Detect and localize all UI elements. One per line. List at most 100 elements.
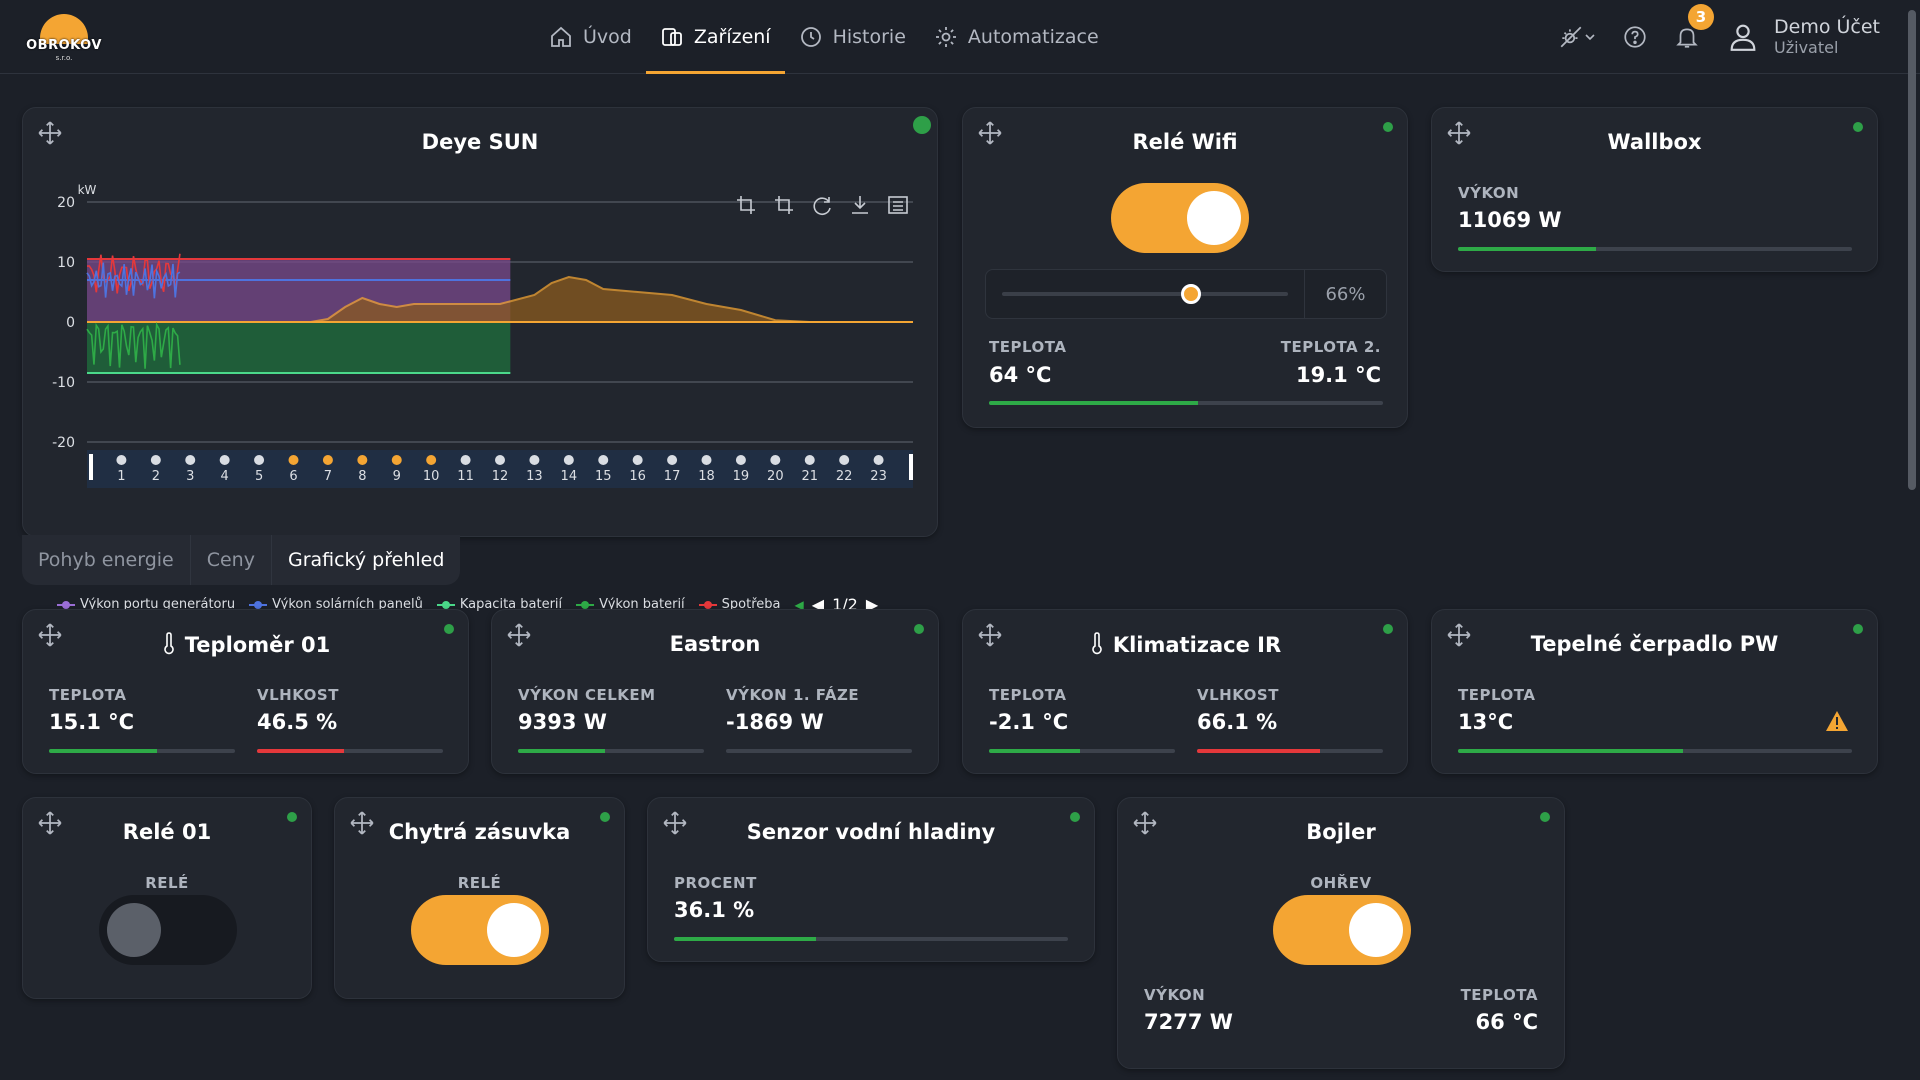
- help-icon: [1624, 26, 1646, 48]
- hour-label: 7: [324, 469, 332, 484]
- legend-consumption[interactable]: Spotřeba: [698, 597, 781, 612]
- weather-icon: [495, 455, 505, 465]
- data-view-icon[interactable]: [888, 196, 908, 214]
- relay-toggle[interactable]: [1111, 183, 1249, 253]
- card-senzor-vodni-hladiny: Senzor vodní hladiny PROCENT 36.1 %: [647, 797, 1095, 962]
- move-handle-icon[interactable]: [349, 810, 375, 836]
- weather-icon: [735, 455, 746, 465]
- move-handle-icon[interactable]: [977, 622, 1003, 648]
- company-logo[interactable]: OBROKOV s.r.o.: [26, 12, 102, 62]
- relay-toggle[interactable]: [99, 895, 237, 965]
- user-icon: [1730, 24, 1756, 51]
- temp-bar-fill: [1458, 749, 1683, 753]
- theme-switcher[interactable]: [1558, 24, 1596, 50]
- relay-toggle[interactable]: [411, 895, 549, 965]
- bell-icon: [1676, 28, 1698, 48]
- temp-value: 64 °C: [989, 363, 1052, 387]
- tab-ceny[interactable]: Ceny: [206, 549, 255, 571]
- hour-label: 2: [152, 469, 160, 484]
- card-title: Eastron: [669, 632, 761, 656]
- move-handle-icon[interactable]: [1132, 810, 1158, 836]
- slider-thumb[interactable]: [1180, 284, 1201, 304]
- humidity-value: 46.5 %: [257, 710, 338, 734]
- status-dot: [287, 812, 297, 822]
- total-power-bar-fill: [518, 749, 606, 753]
- weather-icon: [219, 455, 230, 465]
- hour-label: 14: [561, 469, 578, 484]
- slider-track[interactable]: [1002, 292, 1288, 296]
- help-button[interactable]: [1622, 24, 1648, 50]
- y-tick-label: 0: [66, 315, 75, 331]
- toggle-knob: [107, 903, 161, 957]
- legend-label: Výkon baterií: [599, 597, 685, 612]
- zoom-reset-icon[interactable]: [775, 196, 793, 214]
- legend-generator[interactable]: Výkon portu generátoru: [57, 597, 235, 612]
- nav-historie[interactable]: Historie: [785, 0, 920, 74]
- hour-label: 6: [289, 469, 297, 484]
- nav-automatizace[interactable]: Automatizace: [920, 0, 1113, 74]
- humidity-label: VLHKOST: [257, 686, 339, 704]
- page-scrollbar[interactable]: [1908, 10, 1916, 490]
- move-handle-icon[interactable]: [37, 810, 63, 836]
- relay-label: RELÉ: [145, 874, 189, 892]
- solar-noise-line: [86, 262, 181, 299]
- temp2-value: 19.1 °C: [1295, 363, 1381, 387]
- temp-label: TEPLOTA: [49, 686, 127, 704]
- status-dot: [913, 116, 931, 134]
- move-handle-icon[interactable]: [506, 622, 532, 648]
- temp-bar-fill: [989, 401, 1198, 405]
- legend-battery-power[interactable]: Výkon baterií: [576, 597, 685, 612]
- move-handle-icon[interactable]: [37, 120, 63, 146]
- status-dot: [600, 812, 610, 822]
- legend-battery-capacity[interactable]: Kapacita baterií: [436, 597, 562, 612]
- hour-label: 20: [767, 469, 784, 484]
- tab-pohyb-energie[interactable]: Pohyb energie: [38, 549, 174, 571]
- weather-icon: [357, 455, 368, 465]
- phase1-power-bar: [726, 749, 912, 753]
- user-menu[interactable]: Demo Účet Uživatel: [1726, 16, 1880, 58]
- hour-label: 15: [595, 469, 612, 484]
- hour-label: 5: [255, 469, 263, 484]
- move-handle-icon[interactable]: [662, 810, 688, 836]
- y-tick-label: 20: [57, 195, 75, 211]
- temp-label: TEPLOTA: [989, 686, 1067, 704]
- card-teplomer-01: Teploměr 01 TEPLOTA 15.1 °C VLHKOST 46.5…: [22, 609, 469, 774]
- humidity-bar-fill: [257, 749, 345, 753]
- tab-graficky-prehled[interactable]: Grafický přehled: [287, 549, 445, 571]
- temp2-label: TEPLOTA 2.: [1280, 338, 1381, 356]
- move-handle-icon[interactable]: [37, 622, 63, 648]
- move-handle-icon[interactable]: [977, 120, 1003, 146]
- time-range-handle: [909, 454, 913, 480]
- humidity-label: VLHKOST: [1197, 686, 1279, 704]
- hour-label: 18: [698, 469, 715, 484]
- notifications-button[interactable]: 3: [1674, 4, 1715, 50]
- legend-label: Výkon portu generátoru: [80, 597, 236, 612]
- hour-label: 21: [801, 469, 818, 484]
- legend-marker: [436, 600, 455, 610]
- nav-historie-label: Historie: [832, 26, 906, 48]
- card-title-text: Klimatizace IR: [1112, 633, 1282, 657]
- temp-label: TEPLOTA: [1458, 686, 1536, 704]
- card-chytra-zasuvka: Chytrá zásuvka RELÉ: [334, 797, 625, 999]
- phase1-power-value: -1869 W: [726, 710, 824, 734]
- move-handle-icon[interactable]: [1446, 120, 1472, 146]
- warning-icon[interactable]: [1825, 710, 1849, 732]
- card-title: Bojler: [1306, 820, 1376, 844]
- legend-solar[interactable]: Výkon solárních panelů: [249, 597, 423, 612]
- phase1-power-label: VÝKON 1. FÁZE: [726, 686, 860, 704]
- zoom-icon[interactable]: [737, 196, 755, 214]
- nav-uvod[interactable]: Úvod: [535, 0, 646, 74]
- hour-label: 4: [221, 469, 229, 484]
- heating-toggle[interactable]: [1273, 895, 1411, 965]
- y-tick-label: -10: [52, 375, 75, 391]
- nav-zarizeni-label: Zařízení: [693, 26, 771, 48]
- percent-label: PROCENT: [674, 874, 757, 892]
- nav-zarizeni[interactable]: Zařízení: [645, 0, 785, 74]
- download-icon[interactable]: [852, 196, 868, 214]
- legend-more-marker: ◀: [794, 597, 804, 612]
- sun-moon-icon: [1560, 26, 1582, 48]
- refresh-icon[interactable]: [813, 197, 831, 215]
- move-handle-icon[interactable]: [1446, 622, 1472, 648]
- weather-icon: [529, 455, 540, 465]
